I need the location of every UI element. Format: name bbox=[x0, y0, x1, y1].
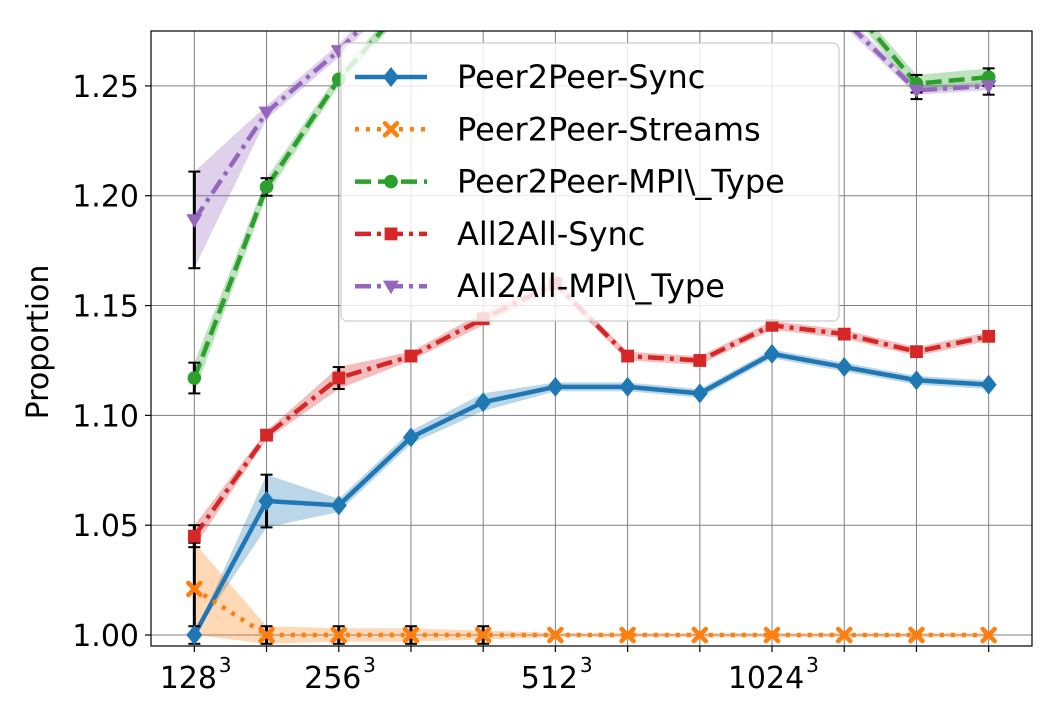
legend-item: Peer2Peer-MPI\_Type bbox=[355, 163, 785, 201]
legend-marker bbox=[384, 227, 398, 241]
data-point-4 bbox=[186, 214, 203, 228]
x-tick-label: 128 3 bbox=[160, 653, 232, 696]
series-line-0 bbox=[192, 351, 989, 637]
data-point-3 bbox=[621, 349, 635, 363]
legend-marker bbox=[382, 121, 400, 138]
legend-item: Peer2Peer-Streams bbox=[355, 110, 761, 148]
data-point-3 bbox=[404, 349, 418, 363]
x-tick-base: 256 bbox=[304, 661, 361, 696]
y-tick-label: 1.15 bbox=[72, 290, 139, 325]
x-tick-exponent: 3 bbox=[806, 653, 819, 677]
data-point-1 bbox=[691, 626, 709, 644]
data-point-0 bbox=[764, 343, 781, 364]
legend-box bbox=[340, 42, 840, 322]
data-point-2 bbox=[404, 0, 418, 5]
x-tick-label: 1024 3 bbox=[728, 653, 819, 696]
series-line-4 bbox=[192, 31, 989, 222]
data-point-0 bbox=[186, 625, 203, 646]
data-point-2 bbox=[259, 180, 274, 194]
x-tick-base: 128 bbox=[160, 661, 217, 696]
data-point-4 bbox=[258, 106, 275, 121]
data-point-3 bbox=[693, 354, 707, 367]
data-point-4 bbox=[980, 80, 997, 94]
legend-marker bbox=[383, 280, 399, 295]
legend-label: All2All-MPI\_Type bbox=[457, 267, 725, 305]
data-point-0 bbox=[619, 376, 636, 397]
data-point-1 bbox=[186, 580, 203, 598]
data-point-3 bbox=[982, 329, 996, 343]
plot-frame bbox=[150, 30, 1033, 647]
x-tick-label: 256 3 bbox=[304, 653, 376, 696]
data-point-3 bbox=[910, 345, 923, 359]
data-point-3 bbox=[765, 318, 779, 332]
x-tick-base: 512 bbox=[521, 661, 578, 696]
y-tick-label: 1.05 bbox=[72, 509, 139, 544]
data-point-0 bbox=[475, 392, 492, 413]
x-tick-base: 1024 bbox=[728, 661, 804, 696]
legend-item: All2All-Sync bbox=[355, 215, 645, 253]
data-point-0 bbox=[330, 495, 347, 516]
legend-label: Peer2Peer-Sync bbox=[457, 58, 705, 96]
data-point-2 bbox=[187, 371, 202, 385]
y-axis-label: Proportion bbox=[21, 265, 56, 420]
legend-label: Peer2Peer-Streams bbox=[457, 110, 761, 148]
y-tick-label: 1.20 bbox=[72, 180, 139, 215]
legend-marker bbox=[383, 67, 399, 87]
data-point-1 bbox=[835, 626, 853, 644]
legend-item: All2All-MPI\_Type bbox=[355, 267, 725, 305]
legend-item: Peer2Peer-Sync bbox=[355, 58, 705, 96]
data-point-0 bbox=[908, 370, 925, 391]
data-point-3 bbox=[837, 327, 851, 341]
data-point-0 bbox=[980, 374, 997, 395]
data-point-3 bbox=[187, 529, 201, 543]
legend-label: Peer2Peer-MPI\_Type bbox=[457, 163, 785, 201]
series-line-2 bbox=[192, 31, 989, 379]
legend-label: All2All-Sync bbox=[457, 215, 645, 253]
data-point-4 bbox=[836, 14, 852, 28]
data-point-1 bbox=[330, 626, 348, 644]
data-point-0 bbox=[258, 491, 275, 512]
y-tick-label: 1.25 bbox=[72, 70, 139, 105]
data-point-1 bbox=[474, 626, 492, 644]
x-tick-exponent: 3 bbox=[363, 653, 376, 677]
band-2 bbox=[194, 31, 989, 394]
x-tick-exponent: 3 bbox=[580, 653, 593, 677]
data-point-2 bbox=[837, 0, 851, 5]
y-tick-label: 1.10 bbox=[72, 399, 139, 434]
data-point-1 bbox=[547, 626, 564, 644]
data-point-4 bbox=[908, 84, 925, 99]
x-tick-label: 512 3 bbox=[521, 653, 593, 696]
legend-marker bbox=[384, 174, 398, 189]
legend: Peer2Peer-Sync Peer2Peer-Streams Peer2Peer… bbox=[340, 42, 840, 322]
data-point-0 bbox=[836, 357, 853, 378]
data-point-0 bbox=[691, 383, 708, 404]
data-point-3 bbox=[260, 428, 273, 442]
series-line-1 bbox=[193, 586, 989, 638]
data-point-3 bbox=[332, 371, 346, 385]
data-point-1 bbox=[619, 626, 636, 644]
x-tick-exponent: 3 bbox=[219, 653, 232, 677]
data-point-1 bbox=[980, 626, 997, 644]
data-point-1 bbox=[908, 626, 925, 644]
y-tick-label: 1.00 bbox=[72, 619, 139, 654]
data-point-0 bbox=[547, 376, 564, 397]
data-point-1 bbox=[402, 626, 420, 644]
data-point-1 bbox=[258, 626, 275, 644]
data-point-0 bbox=[402, 427, 419, 448]
data-point-1 bbox=[763, 626, 781, 644]
